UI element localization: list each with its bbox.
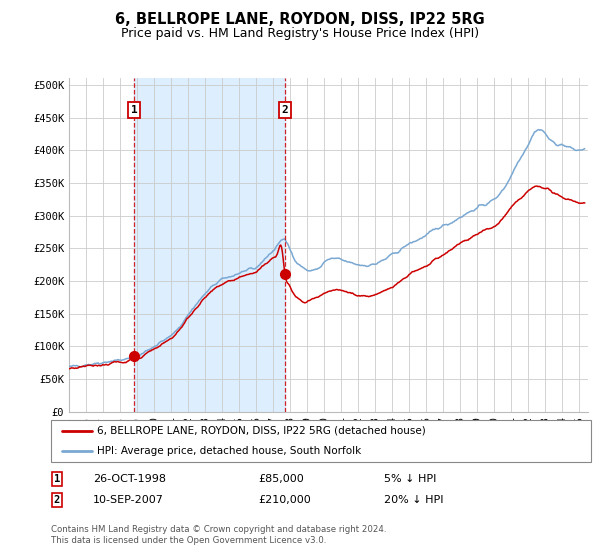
Text: 6, BELLROPE LANE, ROYDON, DISS, IP22 5RG (detached house): 6, BELLROPE LANE, ROYDON, DISS, IP22 5RG… <box>97 426 425 436</box>
Text: 5% ↓ HPI: 5% ↓ HPI <box>384 474 436 484</box>
Text: 1: 1 <box>54 474 60 484</box>
Text: 20% ↓ HPI: 20% ↓ HPI <box>384 495 443 505</box>
Text: 1: 1 <box>131 105 137 115</box>
Text: 6, BELLROPE LANE, ROYDON, DISS, IP22 5RG: 6, BELLROPE LANE, ROYDON, DISS, IP22 5RG <box>115 12 485 27</box>
Text: Price paid vs. HM Land Registry's House Price Index (HPI): Price paid vs. HM Land Registry's House … <box>121 27 479 40</box>
Text: HPI: Average price, detached house, South Norfolk: HPI: Average price, detached house, Sout… <box>97 446 361 456</box>
Text: £210,000: £210,000 <box>258 495 311 505</box>
Text: 2: 2 <box>54 495 60 505</box>
Text: 10-SEP-2007: 10-SEP-2007 <box>93 495 164 505</box>
Bar <box>134 78 285 412</box>
Text: £85,000: £85,000 <box>258 474 304 484</box>
Text: 2: 2 <box>281 105 289 115</box>
Text: Contains HM Land Registry data © Crown copyright and database right 2024.
This d: Contains HM Land Registry data © Crown c… <box>51 525 386 545</box>
Text: 26-OCT-1998: 26-OCT-1998 <box>93 474 166 484</box>
